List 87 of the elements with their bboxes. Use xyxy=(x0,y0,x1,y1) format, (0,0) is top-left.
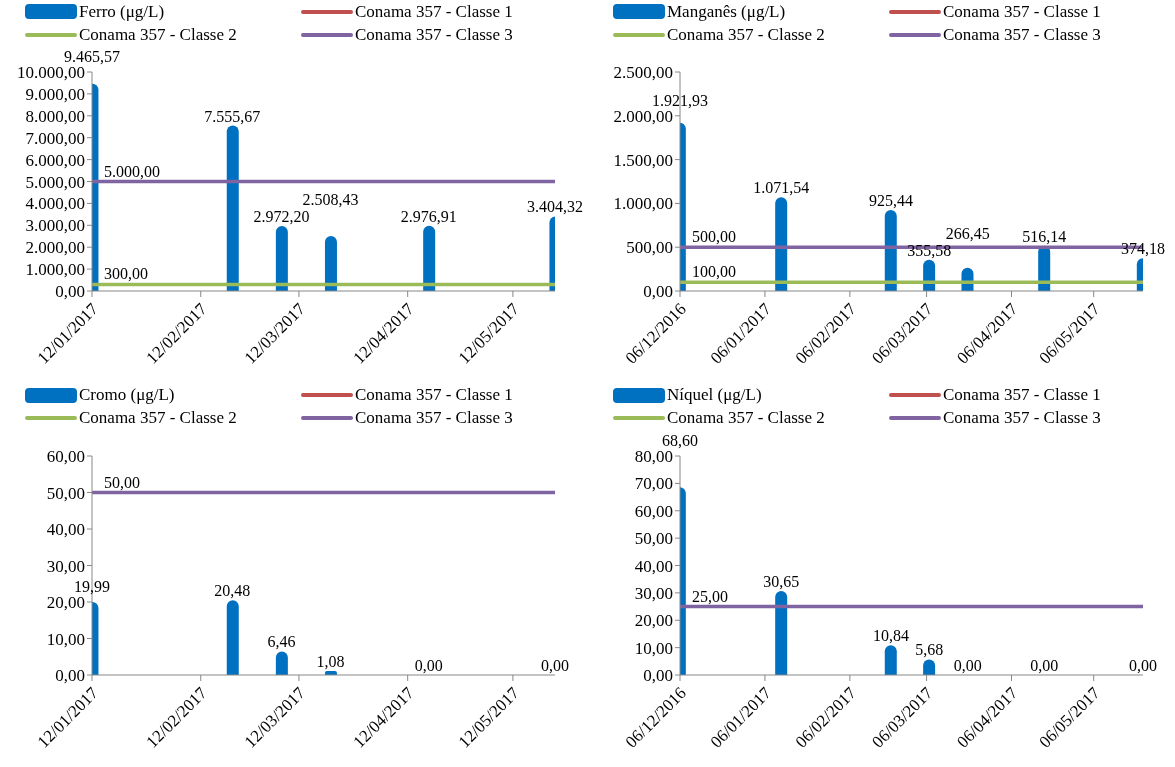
legend-label: Conama 357 - Classe 3 xyxy=(355,408,513,428)
legend-label: Conama 357 - Classe 1 xyxy=(355,385,513,405)
y-tick-label: 0,00 xyxy=(643,282,673,302)
legend-label: Níquel (μg/L) xyxy=(667,385,762,405)
data-label: 68,60 xyxy=(662,431,698,449)
data-label: 19,99 xyxy=(74,577,110,595)
legend-label: Conama 357 - Classe 2 xyxy=(667,408,825,428)
y-tick-label: 40,00 xyxy=(634,556,673,576)
y-tick-label: 0,00 xyxy=(55,665,85,685)
y-tick-label: 80,00 xyxy=(634,446,673,466)
y-tick-label: 2.000,00 xyxy=(613,106,673,126)
data-label: 1.921,93 xyxy=(652,91,708,109)
data-label: 5,68 xyxy=(915,640,944,658)
bar xyxy=(226,125,239,291)
y-tick-label: 8.000,00 xyxy=(25,106,85,126)
bar xyxy=(324,236,337,291)
y-tick-label: 50,00 xyxy=(46,483,85,503)
y-tick-label: 2.000,00 xyxy=(25,238,85,258)
y-tick-label: 40,00 xyxy=(46,519,85,539)
data-label: 7.555,67 xyxy=(204,107,261,125)
y-tick-label: 70,00 xyxy=(634,473,673,493)
bar xyxy=(884,644,897,675)
data-label: 6,46 xyxy=(267,632,296,650)
data-label: 0,00 xyxy=(1129,656,1157,674)
data-label: 2.508,43 xyxy=(302,190,359,208)
y-tick-label: 30,00 xyxy=(634,583,673,603)
data-label: 374,18 xyxy=(1121,240,1165,258)
y-tick-label: 60,00 xyxy=(634,501,673,521)
data-label: 9.465,57 xyxy=(64,48,120,65)
y-tick-label: 20,00 xyxy=(46,592,85,612)
data-label: 925,44 xyxy=(868,191,913,209)
bar xyxy=(226,599,239,675)
legend-label: Manganês (μg/L) xyxy=(667,1,786,22)
data-label: 25,00 xyxy=(692,587,728,605)
y-tick-label: 10,00 xyxy=(46,629,85,649)
data-label: 2.976,91 xyxy=(400,207,457,225)
y-tick-label: 10,00 xyxy=(634,638,673,658)
data-label: 500,00 xyxy=(692,228,736,246)
legend-label: Cromo (μg/L) xyxy=(79,385,175,405)
legend-label: Ferro (μg/L) xyxy=(79,1,165,22)
y-tick-label: 1.500,00 xyxy=(613,150,673,170)
data-label: 50,00 xyxy=(104,473,140,490)
data-label: 100,00 xyxy=(692,263,736,281)
data-label: 5.000,00 xyxy=(104,162,160,180)
y-tick-label: 0,00 xyxy=(643,665,673,685)
legend-label: Conama 357 - Classe 2 xyxy=(79,24,237,45)
y-tick-label: 9.000,00 xyxy=(25,84,85,104)
y-tick-label: 500,00 xyxy=(626,238,673,258)
data-label: 1,08 xyxy=(316,652,345,670)
legend-label: Conama 357 - Classe 3 xyxy=(943,408,1101,428)
y-tick-label: 0,00 xyxy=(55,282,85,302)
y-tick-label: 20,00 xyxy=(634,610,673,630)
y-tick-label: 5.000,00 xyxy=(25,172,85,192)
bar xyxy=(275,650,288,675)
data-label: 0,00 xyxy=(953,656,982,674)
data-label: 30,65 xyxy=(763,572,800,590)
legend-label: Conama 357 - Classe 3 xyxy=(943,24,1101,45)
data-label: 266,45 xyxy=(945,224,990,242)
data-label: 20,48 xyxy=(214,581,251,599)
legend-label: Conama 357 - Classe 3 xyxy=(355,24,513,45)
data-label: 0,00 xyxy=(414,656,443,674)
y-tick-label: 2.500,00 xyxy=(613,63,673,83)
data-label: 2.972,20 xyxy=(253,207,310,225)
legend-label: Conama 357 - Classe 2 xyxy=(79,408,237,428)
data-label: 1.071,54 xyxy=(753,179,810,197)
y-tick-label: 50,00 xyxy=(634,528,673,548)
y-tick-label: 30,00 xyxy=(46,556,85,576)
legend-label: Conama 357 - Classe 2 xyxy=(667,24,825,45)
y-tick-label: 6.000,00 xyxy=(25,150,85,170)
bar xyxy=(275,225,288,291)
legend-label: Conama 357 - Classe 1 xyxy=(355,1,513,22)
data-label: 0,00 xyxy=(541,656,569,674)
bar xyxy=(775,590,788,675)
legend-label: Conama 357 - Classe 1 xyxy=(943,1,1101,22)
y-tick-label: 60,00 xyxy=(46,446,85,466)
y-tick-label: 1.000,00 xyxy=(25,260,85,280)
y-tick-label: 10.000,00 xyxy=(17,63,85,83)
data-label: 10,84 xyxy=(872,626,909,644)
y-tick-label: 1.000,00 xyxy=(613,194,673,214)
data-label: 0,00 xyxy=(1030,656,1059,674)
data-label: 3.404,32 xyxy=(527,198,583,216)
y-tick-label: 4.000,00 xyxy=(25,194,85,214)
data-label: 516,14 xyxy=(1022,227,1067,245)
y-tick-label: 7.000,00 xyxy=(25,128,85,148)
y-tick-label: 3.000,00 xyxy=(25,216,85,236)
legend-label: Conama 357 - Classe 1 xyxy=(943,385,1101,405)
data-label: 300,00 xyxy=(104,265,148,283)
